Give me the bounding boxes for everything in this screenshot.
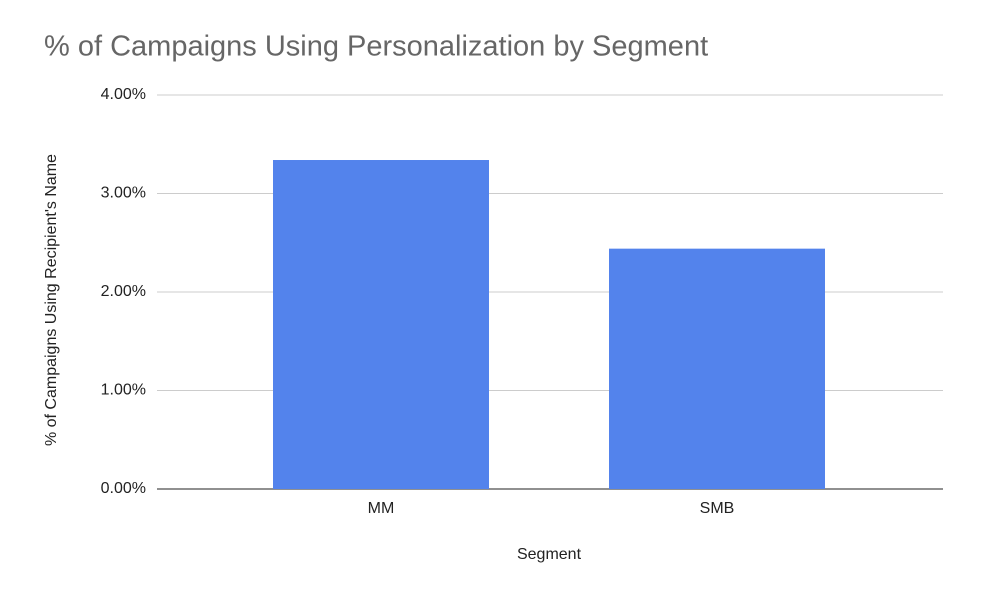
bar bbox=[609, 248, 825, 489]
x-tick-label: MM bbox=[368, 500, 395, 517]
y-tick-label: 0.00% bbox=[101, 480, 146, 497]
y-tick-label: 3.00% bbox=[101, 185, 146, 202]
chart-title: % of Campaigns Using Personalization by … bbox=[44, 31, 708, 63]
x-tick-label: SMB bbox=[700, 500, 735, 517]
y-tick-label: 4.00% bbox=[101, 86, 146, 103]
y-tick-label: 2.00% bbox=[101, 283, 146, 300]
y-axis-label: % of Campaigns Using Recipient's Name bbox=[43, 154, 60, 446]
x-axis-label: Segment bbox=[517, 546, 582, 563]
bar bbox=[273, 160, 489, 489]
y-tick-label: 1.00% bbox=[101, 382, 146, 399]
